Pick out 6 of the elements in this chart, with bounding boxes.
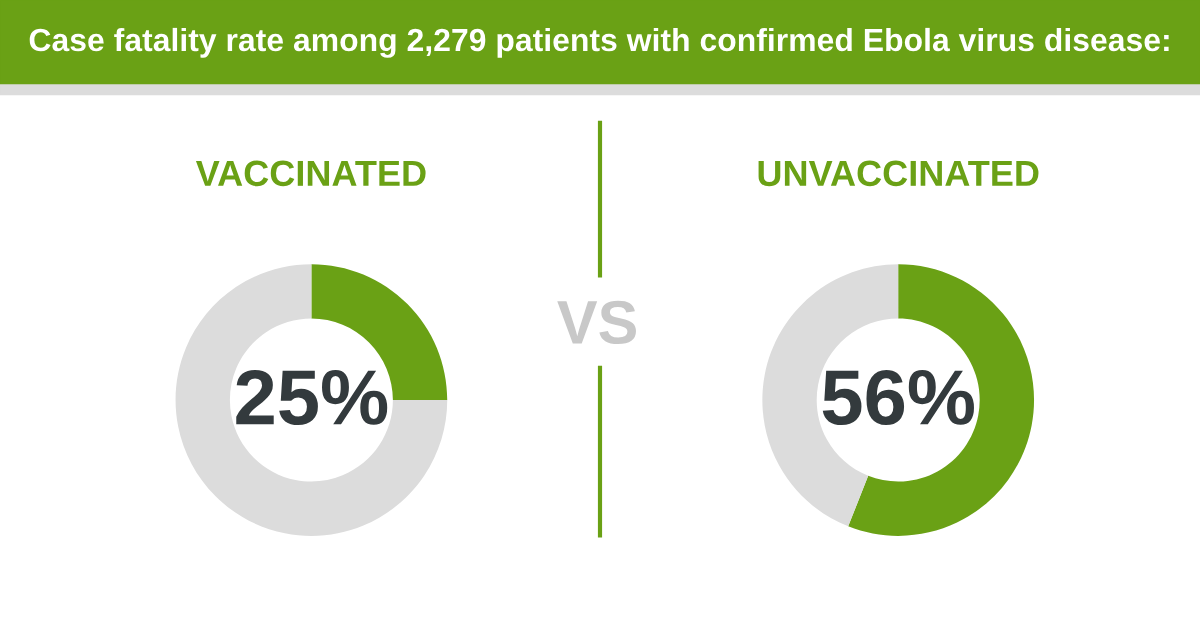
data-label: 25% — [236, 369, 388, 425]
chart-title: UNVACCINATED — [758, 160, 1039, 187]
chart-title: VACCINATED — [195, 160, 426, 187]
donut-slice — [175, 264, 448, 536]
data-label: 56% — [822, 369, 974, 425]
text: Case fatality rate among 2,279 patients with confirmed Ebola virus disease: — [29, 27, 1169, 58]
